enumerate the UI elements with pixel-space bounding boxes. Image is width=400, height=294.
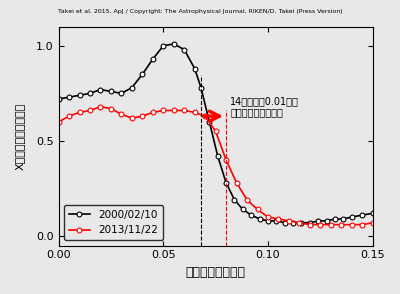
2013/11/22 xyxy=(349,223,354,226)
2013/11/22 xyxy=(171,109,176,112)
2013/11/22 xyxy=(318,223,323,226)
2013/11/22 xyxy=(98,105,103,108)
2000/02/10 xyxy=(282,221,287,225)
2000/02/10 xyxy=(332,217,337,221)
2013/11/22 xyxy=(182,109,187,112)
2000/02/10 xyxy=(77,93,82,97)
2013/11/22 xyxy=(108,107,113,110)
2000/02/10 xyxy=(56,97,61,101)
2000/02/10 xyxy=(360,213,365,217)
2013/11/22 xyxy=(192,111,197,114)
2013/11/22 xyxy=(255,208,260,211)
2013/11/22 xyxy=(88,109,92,112)
2000/02/10 xyxy=(198,86,203,89)
2000/02/10 xyxy=(67,95,72,99)
2000/02/10 xyxy=(299,221,304,225)
Y-axis label: X線強度（任意単位）: X線強度（任意単位） xyxy=(15,103,25,170)
2000/02/10 xyxy=(274,219,279,223)
2000/02/10 xyxy=(119,92,124,95)
2000/02/10 xyxy=(108,90,113,93)
Text: 14年間で約0.01光年
衝撃波の先端が進行: 14年間で約0.01光年 衝撃波の先端が進行 xyxy=(230,96,299,118)
2000/02/10 xyxy=(98,88,103,91)
2013/11/22 xyxy=(213,130,218,133)
2000/02/10 xyxy=(257,217,262,221)
2013/11/22 xyxy=(276,217,281,221)
2013/11/22 xyxy=(130,116,134,120)
2000/02/10 xyxy=(130,86,134,89)
2000/02/10 xyxy=(192,67,197,70)
2000/02/10 xyxy=(161,44,166,48)
2013/11/22 xyxy=(224,158,228,162)
2000/02/10 xyxy=(240,208,245,211)
2000/02/10 xyxy=(224,181,228,185)
Line: 2000/02/10: 2000/02/10 xyxy=(56,41,375,225)
2013/11/22 xyxy=(77,111,82,114)
2000/02/10 xyxy=(324,219,329,223)
X-axis label: 相対距離（光年）: 相対距離（光年） xyxy=(186,266,246,279)
2000/02/10 xyxy=(291,221,296,225)
2000/02/10 xyxy=(349,215,354,219)
2013/11/22 xyxy=(339,223,344,226)
2013/11/22 xyxy=(203,114,208,118)
2000/02/10 xyxy=(370,211,375,215)
2013/11/22 xyxy=(119,113,124,116)
2000/02/10 xyxy=(308,221,312,225)
2000/02/10 xyxy=(249,213,254,217)
2000/02/10 xyxy=(182,48,187,51)
2013/11/22 xyxy=(161,109,166,112)
2013/11/22 xyxy=(140,114,145,118)
2013/11/22 xyxy=(56,120,61,124)
2000/02/10 xyxy=(171,42,176,46)
2000/02/10 xyxy=(88,92,92,95)
2013/11/22 xyxy=(308,223,312,226)
2013/11/22 xyxy=(245,198,250,202)
Text: Takei et al. 2015, ApJ / Copyright: The Astrophysical Journal, RIKEN/D. Takei (P: Takei et al. 2015, ApJ / Copyright: The … xyxy=(58,9,342,14)
2013/11/22 xyxy=(150,111,155,114)
2013/11/22 xyxy=(297,221,302,225)
2000/02/10 xyxy=(215,154,220,158)
2000/02/10 xyxy=(232,198,237,202)
Line: 2013/11/22: 2013/11/22 xyxy=(56,104,375,227)
2000/02/10 xyxy=(207,120,212,124)
2013/11/22 xyxy=(360,223,365,226)
Legend: 2000/02/10, 2013/11/22: 2000/02/10, 2013/11/22 xyxy=(64,205,163,240)
2013/11/22 xyxy=(234,181,239,185)
2000/02/10 xyxy=(140,73,145,76)
2000/02/10 xyxy=(316,219,321,223)
2013/11/22 xyxy=(67,114,72,118)
2013/11/22 xyxy=(286,219,291,223)
2013/11/22 xyxy=(328,223,333,226)
2013/11/22 xyxy=(266,215,270,219)
2000/02/10 xyxy=(150,57,155,61)
2000/02/10 xyxy=(341,217,346,221)
2013/11/22 xyxy=(370,221,375,225)
2000/02/10 xyxy=(266,219,270,223)
